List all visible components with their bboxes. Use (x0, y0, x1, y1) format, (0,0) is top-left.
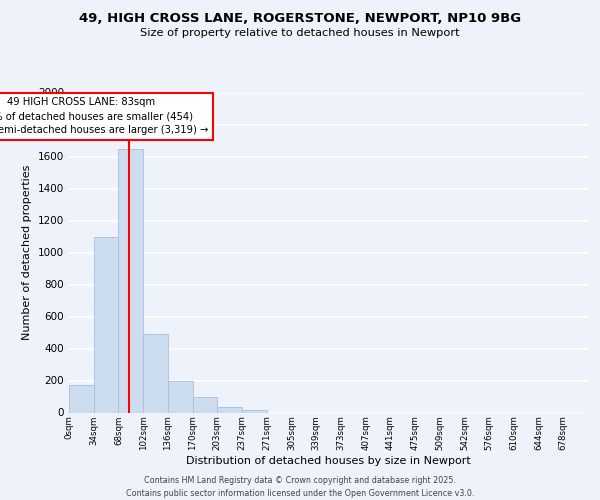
Bar (94, 236, 118, 412)
Bar (242, 410, 267, 412)
Bar (168, 382, 193, 412)
Bar (143, 334, 168, 412)
Y-axis label: Number of detached properties: Number of detached properties (22, 165, 32, 340)
Text: 49, HIGH CROSS LANE, ROGERSTONE, NEWPORT, NP10 9BG: 49, HIGH CROSS LANE, ROGERSTONE, NEWPORT… (79, 12, 521, 26)
Text: 49 HIGH CROSS LANE: 83sqm
← 12% of detached houses are smaller (454)
88% of semi: 49 HIGH CROSS LANE: 83sqm ← 12% of detac… (0, 98, 208, 136)
Bar (217, 407, 242, 412)
Text: Contains HM Land Registry data © Crown copyright and database right 2025.
Contai: Contains HM Land Registry data © Crown c… (126, 476, 474, 498)
Bar (118, 148, 143, 412)
Bar (69, 384, 94, 412)
Text: Size of property relative to detached houses in Newport: Size of property relative to detached ho… (140, 28, 460, 38)
Bar (193, 396, 217, 412)
X-axis label: Distribution of detached houses by size in Newport: Distribution of detached houses by size … (186, 456, 471, 466)
